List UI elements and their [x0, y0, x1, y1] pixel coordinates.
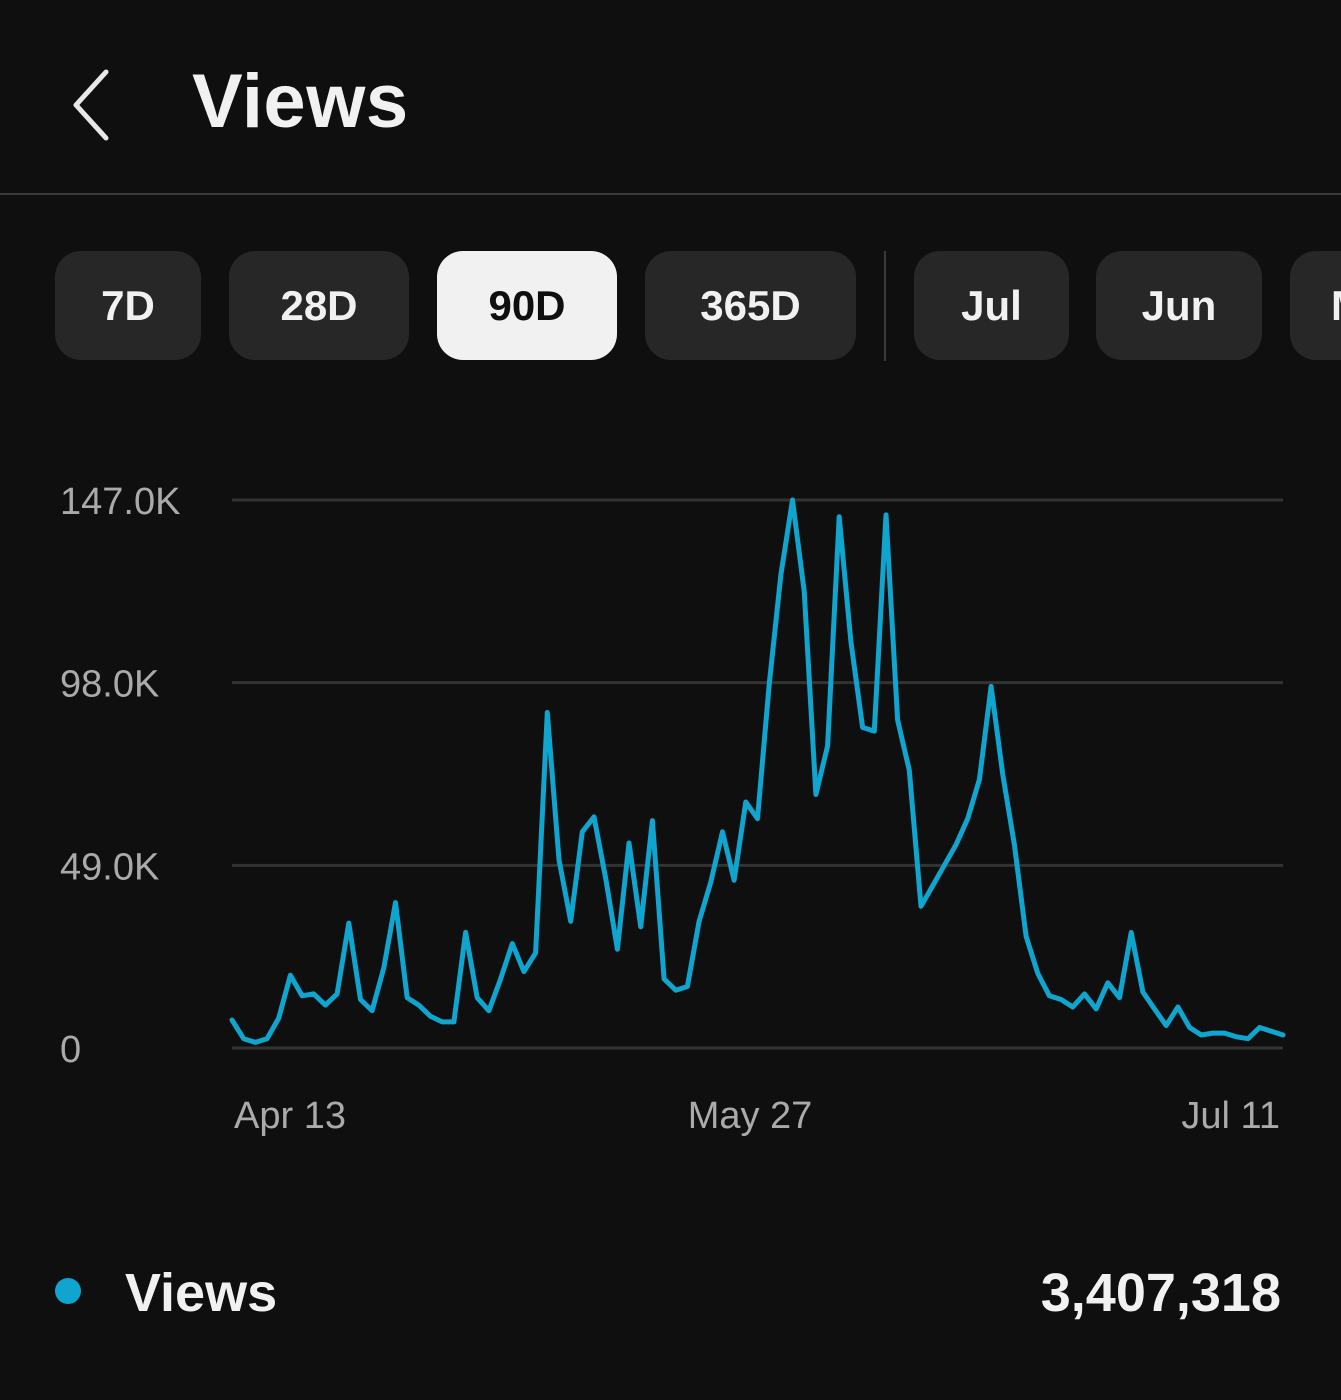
- chip-90d[interactable]: 90D: [437, 251, 617, 360]
- chip-jun[interactable]: Jun: [1096, 251, 1262, 360]
- total-views-value: 3,407,318: [1040, 1263, 1281, 1323]
- y-tick-label: 98.0K: [60, 664, 159, 706]
- page-title: Views: [192, 59, 409, 144]
- legend-row: Views 3,407,318: [0, 1240, 1341, 1340]
- y-tick-label: 0: [60, 1029, 81, 1071]
- chip-28d[interactable]: 28D: [229, 251, 409, 360]
- x-tick-label: Jul 11: [1181, 1095, 1280, 1137]
- legend-label: Views: [125, 1263, 278, 1323]
- y-tick-label: 147.0K: [60, 481, 180, 523]
- app-header: Views: [0, 0, 1341, 195]
- chevron-left-icon: [73, 69, 109, 141]
- legend-dot: [55, 1278, 81, 1304]
- views-chart: 0 49.0K 98.0K 147.0K Apr 13 May 27 Jul 11: [0, 440, 1341, 1180]
- chip-separator: [884, 251, 886, 361]
- chip-jul[interactable]: Jul: [914, 251, 1069, 360]
- chip-365d[interactable]: 365D: [645, 251, 856, 360]
- x-tick-label: Apr 13: [234, 1095, 346, 1137]
- series-line-views: [229, 497, 1286, 1045]
- views-line-chart: 0 49.0K 98.0K 147.0K Apr 13 May 27 Jul 11: [60, 481, 1286, 1137]
- x-tick-label: May 27: [688, 1095, 813, 1137]
- period-chip-bar: 7D 28D 90D 365D Jul Jun May: [0, 251, 1341, 361]
- y-tick-label: 49.0K: [60, 846, 159, 888]
- back-button[interactable]: [62, 60, 122, 150]
- chip-may[interactable]: May: [1290, 251, 1341, 360]
- chip-7d[interactable]: 7D: [55, 251, 201, 360]
- header-divider: [0, 193, 1341, 195]
